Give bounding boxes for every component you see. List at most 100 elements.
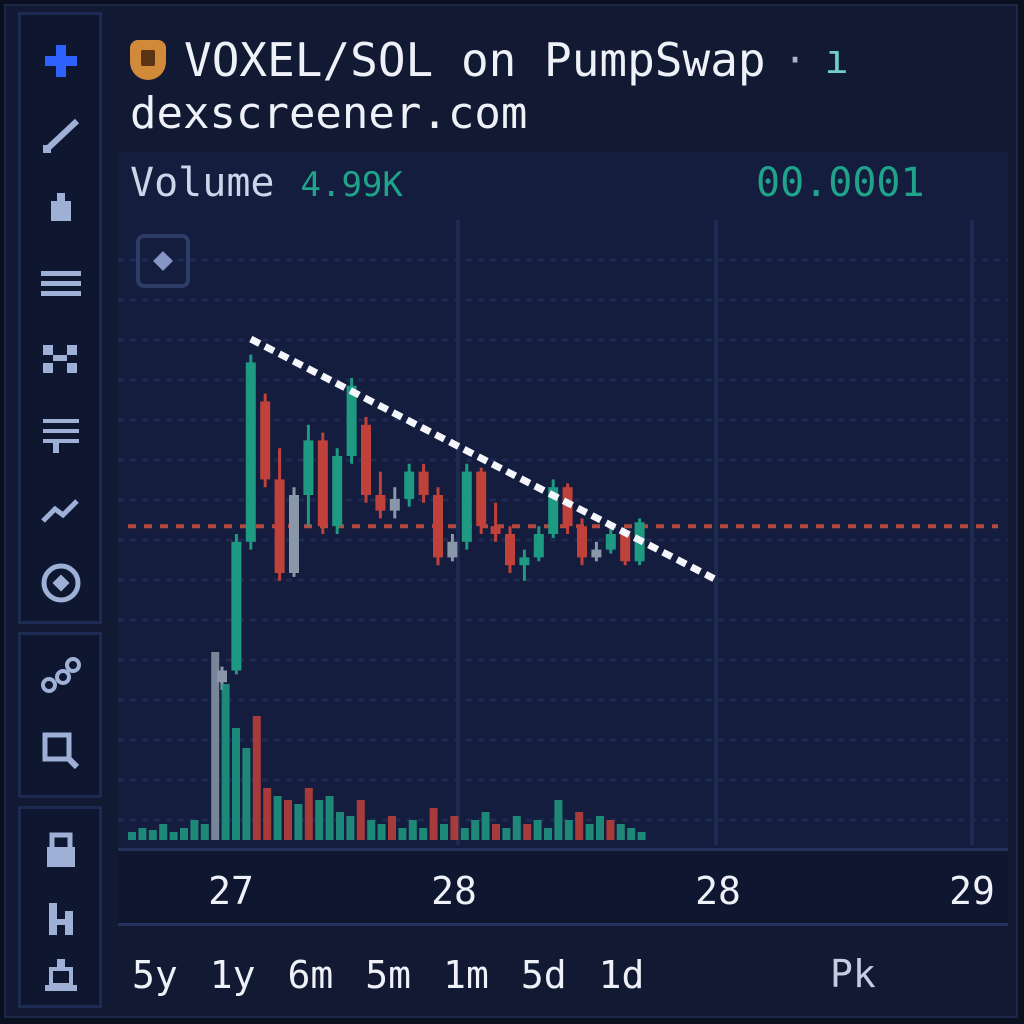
volume-bar: [575, 812, 584, 840]
pair-title[interactable]: VOXEL/SOL on PumpSwap: [184, 33, 766, 87]
diamond-icon: [153, 251, 173, 271]
timeframe-5m[interactable]: 5m: [365, 953, 412, 997]
timeframe-6m[interactable]: 6m: [287, 953, 334, 997]
volume-bar: [440, 824, 448, 840]
volume-bar: [544, 828, 552, 840]
volume-bar: [419, 828, 428, 840]
volume-bar: [356, 800, 365, 840]
candle-body: [332, 456, 343, 527]
trash-icon[interactable]: [33, 949, 89, 1005]
volume-bar: [408, 820, 417, 840]
candle-body: [461, 471, 472, 542]
volume-bar: [242, 748, 251, 840]
x-tick-label: 27: [208, 869, 254, 913]
volume-bar: [492, 824, 500, 840]
horizontal-lines-icon[interactable]: [33, 255, 89, 311]
lock-icon[interactable]: [33, 823, 89, 879]
volume-bar: [554, 800, 563, 840]
volume-bar: [138, 828, 147, 840]
time-axis[interactable]: 27 28 28 29: [118, 848, 1008, 926]
volume-bar: [533, 820, 542, 840]
measure-icon[interactable]: [33, 481, 89, 537]
volume-bar: [398, 828, 407, 840]
brush-icon[interactable]: [33, 183, 89, 239]
candle-body: [274, 479, 285, 573]
volume-bar: [564, 820, 573, 840]
candle-body: [317, 440, 328, 527]
chart-settings-button[interactable]: [136, 234, 190, 288]
candle-body: [548, 487, 559, 534]
candle-body: [533, 534, 544, 558]
volume-bar: [148, 830, 157, 840]
volume-bar: [596, 816, 604, 840]
volume-bar: [637, 832, 646, 840]
volume-bar: [190, 820, 199, 840]
candle-body: [404, 471, 415, 499]
timeframe-1m[interactable]: 1m: [443, 953, 489, 997]
candle-body: [231, 541, 242, 671]
toolbar-group-view: [18, 632, 102, 798]
volume-bar: [481, 812, 490, 840]
zoom-icon[interactable]: [33, 723, 89, 779]
trendline-drawing: [249, 335, 716, 582]
nodes-icon[interactable]: [33, 649, 89, 705]
magnet-icon[interactable]: [33, 891, 89, 947]
candle-body: [519, 557, 530, 566]
candle-body: [260, 401, 271, 480]
fib-retracement-icon[interactable]: [33, 407, 89, 463]
candle-body: [303, 440, 314, 495]
volume-bar: [460, 828, 469, 840]
timeframe-extra[interactable]: Pk: [830, 952, 876, 996]
volume-bar: [159, 824, 168, 840]
volume-bar: [377, 824, 386, 840]
candle-body: [418, 471, 429, 495]
volume-bar: [273, 796, 282, 840]
title-separator: ·: [783, 38, 807, 82]
volume-bar: [502, 828, 511, 840]
volume-bar: [221, 684, 230, 840]
volume-bar: [294, 804, 303, 840]
volume-bar: [304, 788, 313, 840]
candle-body: [577, 526, 587, 558]
timeframe-1y[interactable]: 1y: [209, 953, 256, 997]
candle-body: [591, 549, 602, 558]
volume-bar: [616, 824, 625, 840]
status-badge: ı: [824, 37, 849, 83]
volume-bar: [180, 828, 188, 840]
x-tick-label: 28: [431, 869, 477, 913]
volume-bar: [523, 824, 532, 840]
volume-bar: [325, 796, 334, 840]
volume-bar: [336, 812, 344, 840]
volume-bar: [252, 716, 261, 840]
source-url[interactable]: dexscreener.com: [130, 88, 528, 139]
candle-body: [389, 498, 400, 511]
volume-value: 4.99K: [300, 165, 403, 205]
target-icon[interactable]: [33, 555, 89, 611]
timeframe-1d[interactable]: 1d: [598, 953, 645, 997]
volume-bar: [232, 728, 240, 840]
volume-bar: [128, 832, 136, 840]
x-tick-label: 29: [949, 869, 995, 913]
volume-bar: [627, 828, 636, 840]
candle-body: [217, 670, 227, 683]
volume-bar: [315, 800, 324, 840]
candle-body: [245, 362, 256, 542]
timeframe-5d[interactable]: 5d: [520, 953, 567, 997]
candle-body: [447, 541, 458, 558]
pattern-icon[interactable]: [33, 331, 89, 387]
volume-bar: [211, 652, 220, 840]
volume-bar: [429, 808, 438, 840]
toolbar-group-drawing: [18, 12, 102, 624]
candle-body: [476, 471, 487, 527]
timeframe-bar: 5y 1y 6m 5m 1m 5d 1d Pk: [118, 940, 1008, 1010]
candle-body: [505, 534, 515, 566]
candle-body: [490, 526, 501, 534]
timeframe-5y[interactable]: 5y: [132, 953, 178, 997]
volume-legend: Volume 4.99K: [130, 160, 403, 206]
candle-body: [605, 534, 616, 550]
crosshair-icon[interactable]: [33, 33, 89, 89]
drawing-toolbar: [18, 12, 102, 1008]
trendline-icon[interactable]: [33, 107, 89, 163]
token-logo-icon: [130, 40, 166, 80]
